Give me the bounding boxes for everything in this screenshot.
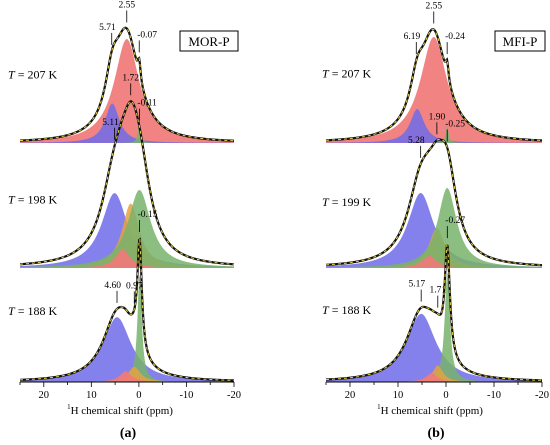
spectrum-a-1: T = 198 K 5.11 1.72 -0.11: [8, 73, 235, 268]
spectra-a: T = 207 K 5.71 2.55 -0.07 T = 198 K 5.11 1.72 -…: [8, 0, 235, 382]
measured-spectrum-line: [19, 26, 235, 142]
temperature-value: = 207 K: [15, 68, 58, 82]
box-label-a: MOR-P: [179, 30, 239, 52]
x-axis-a: 20 10 0 -10 -20: [19, 381, 241, 401]
temperature-label: T = 207 K: [8, 68, 57, 82]
panel-label-b: (b): [427, 426, 444, 441]
x-tick-label: 20: [39, 390, 50, 401]
fit-envelope-line: [19, 238, 235, 381]
component-area-blue: [20, 317, 234, 382]
temperature-symbol: T: [8, 68, 16, 82]
box-label-b: MFI-P: [494, 30, 546, 52]
peak-label: 5.28: [408, 136, 425, 146]
fit-envelope-line: [325, 138, 543, 266]
temperature-symbol: T: [8, 304, 16, 318]
peak-label: 1.72: [122, 73, 139, 83]
component-area-blue: [326, 313, 542, 382]
temperature-value: = 188 K: [15, 304, 58, 318]
temperature-label: T = 199 K: [322, 195, 371, 209]
box-label-text-a: MOR-P: [188, 34, 229, 49]
x-tick-label: 0: [136, 390, 141, 401]
peak-label: 5.71: [99, 23, 116, 33]
fit-envelope-line: [19, 100, 235, 265]
panel-label-a: (a): [120, 426, 137, 441]
peak-label: -0.24: [445, 32, 465, 42]
spectrum-a-2: T = 188 K 4.60 0.97 -0.15: [8, 210, 235, 382]
component-area-red: [20, 371, 234, 382]
temperature-symbol: T: [322, 66, 330, 80]
peak-label: 1.90: [429, 112, 446, 122]
spectrum-b-0: T = 207 K 6.19 2.55 -0.24: [322, 1, 543, 143]
peak-label: 4.60: [104, 281, 121, 291]
x-axis-title-main-a: H chemical shift (ppm): [71, 405, 174, 417]
x-tick-label: -10: [179, 390, 193, 401]
peak-label: -0.27: [445, 216, 465, 226]
component-area-green: [326, 188, 542, 268]
peak-label: 0.97: [126, 281, 143, 291]
component-area-red: [20, 249, 234, 268]
temperature-label: T = 188 K: [8, 304, 57, 318]
x-axis-title-a: 1H chemical shift (ppm): [67, 403, 173, 417]
peak-label: -0.15: [138, 210, 158, 220]
fit-envelope-line: [325, 28, 543, 141]
component-area-red: [326, 373, 542, 382]
fit-envelope-line: [325, 244, 543, 381]
peak-label: 1.71: [429, 286, 446, 296]
temperature-label: T = 188 K: [322, 303, 371, 317]
x-axis-title-sup-a: 1: [67, 403, 71, 411]
temperature-symbol: T: [8, 193, 16, 207]
x-tick-label: 0: [443, 390, 448, 401]
spectra-b: T = 207 K6.192.55-0.24T = 199 K5.281.90-…: [322, 1, 543, 382]
temperature-symbol: T: [322, 303, 330, 317]
temperature-label: T = 207 K: [322, 66, 371, 80]
peak-label: 6.19: [404, 32, 421, 42]
peak-label: 2.55: [118, 0, 135, 10]
peak-label: -0.25: [445, 120, 465, 130]
temperature-value: = 198 K: [15, 193, 58, 207]
peak-label: -0.11: [137, 99, 157, 109]
component-area-blue: [326, 193, 542, 268]
x-tick-label: 10: [393, 390, 404, 401]
temperature-label: T = 198 K: [8, 193, 57, 207]
x-tick-label: -10: [487, 390, 501, 401]
spectrum-b-2: T = 188 K 5.171.71 -0.27: [322, 216, 543, 382]
peak-label: 5.11: [102, 118, 119, 128]
panel-b: T = 207 K6.192.55-0.24T = 199 K5.281.90-…: [322, 1, 549, 441]
spectrum-a-0: T = 207 K 5.71 2.55 -0.07: [8, 0, 235, 143]
x-axis-b: 20 10 0 -10 -20: [325, 381, 549, 401]
temperature-symbol: T: [322, 195, 330, 209]
component-area-blue: [20, 103, 234, 143]
x-tick-label: 10: [86, 390, 97, 401]
x-axis-title-b: 1H chemical shift (ppm): [377, 403, 483, 417]
x-tick-label: -20: [227, 390, 241, 401]
spectrum-b-1: T = 199 K 5.28 1.90-0.25: [322, 112, 543, 268]
component-area-blue: [326, 109, 542, 143]
panel-a: T = 207 K 5.71 2.55 -0.07 T = 198 K 5.11 1.72 -…: [8, 0, 241, 441]
component-area-orange: [326, 365, 542, 382]
box-label-text-b: MFI-P: [503, 34, 538, 49]
temperature-value: = 207 K: [329, 66, 372, 80]
temperature-value: = 199 K: [329, 195, 372, 209]
x-tick-label: 20: [345, 390, 356, 401]
component-area-red: [326, 256, 542, 268]
component-area-red: [326, 37, 542, 143]
x-axis-title-sup-b: 1: [377, 403, 381, 411]
temperature-value: = 188 K: [329, 303, 372, 317]
x-axis-title-main-b: H chemical shift (ppm): [381, 405, 484, 417]
component-area-green: [20, 190, 234, 268]
x-tick-label: -20: [535, 390, 549, 401]
peak-label: 2.55: [425, 1, 442, 11]
peak-label: 5.17: [409, 280, 426, 290]
peak-label: -0.07: [137, 30, 157, 40]
component-area-red: [20, 39, 234, 143]
